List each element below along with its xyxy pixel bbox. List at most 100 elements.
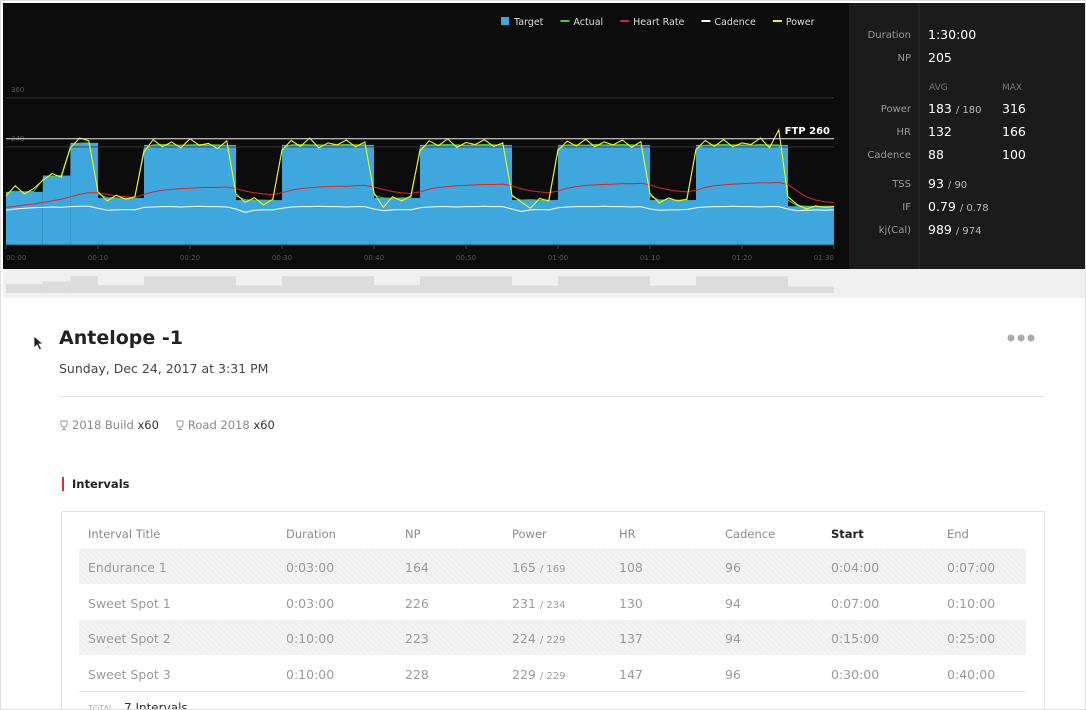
x-tick-label: 01:00 [548,254,568,262]
stats-bg [849,3,1085,269]
cell-target: / 229 [539,670,566,682]
cell-value: 94 [725,595,741,611]
table-cell: 164 [405,560,429,575]
stat-label: Cadence [867,150,911,161]
cell-value: 229 [512,666,536,682]
stat-max: 166 [1002,124,1026,139]
series-line [5,181,835,208]
table-cell: 96 [725,560,741,575]
column-header: Cadence [725,527,776,541]
target-block [788,206,834,245]
stat-value: 205 [928,50,952,65]
stat-target: / 180 [955,105,982,116]
tag: Road 2018 x60 [175,418,275,432]
workout-title: Antelope -1 [59,327,183,349]
column-header[interactable]: Start [831,527,864,541]
target-block [650,200,696,245]
cell-value: 0:04:00 [831,560,880,575]
overview-block [70,275,98,293]
cell-target: / 234 [539,599,566,611]
legend-label: Cadence [714,17,756,28]
table-cell: 0:10:00 [947,596,995,611]
target-block [558,144,650,245]
table-cell: Endurance 1 [88,560,167,575]
overview-block [696,276,788,293]
cell-value: 0:07:00 [831,595,880,611]
table-cell: Sweet Spot 2 [88,631,171,646]
cell-value: 0:15:00 [831,631,880,646]
table-cell: 130 [619,596,643,611]
cell-value: 147 [619,666,643,682]
more-menu[interactable] [1006,333,1038,343]
series-line [5,142,834,208]
table-cell: 165 / 169 [512,560,565,575]
overview-block [558,276,650,293]
stat-value: 132 [928,124,952,139]
stat-label: Power [880,104,911,115]
overview-block [420,276,512,293]
stat-max: 100 [1002,147,1026,162]
x-tick-label: 01:10 [640,254,660,262]
cell-value: 137 [619,631,643,646]
cell-value: 130 [619,595,643,611]
table-cell: 229 / 229 [512,667,565,682]
x-tick-label: 00:10 [88,254,108,262]
workout-details: Antelope -1 Sunday, Dec 24, 2017 at 3:31… [1,298,1085,709]
column-header: End [947,527,969,541]
x-tick-label: 00:30 [272,254,292,262]
cell-value: 94 [725,631,741,646]
tag-count: x60 [253,418,275,432]
series-line [5,127,835,210]
target-block [696,144,788,245]
overview-block [788,286,834,293]
overview-block [42,281,71,293]
cell-target: / 169 [539,564,566,575]
stat-header: AVG [929,83,948,93]
stat-target: / 0.78 [959,203,989,214]
cell-value: Sweet Spot 2 [88,631,171,646]
overview-block [282,276,374,293]
stat-avg: 183 [928,101,952,116]
tag-name: 2018 Build [72,418,134,432]
target-block [374,198,420,245]
target-block [42,175,71,245]
stat-value: 0.79 / 0.78 [928,199,989,214]
table-cell: 0:07:00 [947,560,995,575]
table-cell: 94 [725,631,741,646]
cell-target: / 229 [539,635,566,646]
cell-value: 228 [405,666,429,682]
stat-label: HR [896,127,911,138]
cell-value: 0:10:00 [947,595,996,611]
stat-label: Duration [867,30,911,41]
stat-label: TSS [892,179,911,190]
column-header: Interval Title [88,527,161,541]
overview-block [650,285,696,293]
cell-value: 0:30:00 [831,666,880,682]
table-cell: 0:07:00 [831,596,879,611]
divider [59,396,1044,397]
cell-value: 96 [725,560,741,575]
cell-value: 165 [512,560,536,575]
cell-value: Sweet Spot 3 [88,666,171,682]
stat-target: / 90 [947,180,968,191]
stat-actual: 0.79 [928,199,956,214]
cursor [33,335,45,351]
legend-label: Actual [573,17,603,28]
stat-value: 989 / 974 [928,222,981,237]
column-header: NP [405,527,421,541]
cell-value: 108 [619,560,643,575]
stat-value: 93 / 90 [928,176,967,191]
column-header: Power [512,527,547,541]
table-cell: 231 / 234 [512,596,565,611]
legend-label: Heart Rate [633,17,684,28]
cell-value: 223 [405,631,429,646]
trophy-icon [60,420,68,430]
table-cell: 0:15:00 [831,631,879,646]
stat-label: IF [902,202,911,213]
overview [6,275,834,293]
table-cell: 0:10:00 [286,631,334,646]
target-block [6,191,43,245]
tag: 2018 Build x60 [59,418,159,432]
legend: Target Actual Heart Rate Cadence Power [501,17,815,28]
